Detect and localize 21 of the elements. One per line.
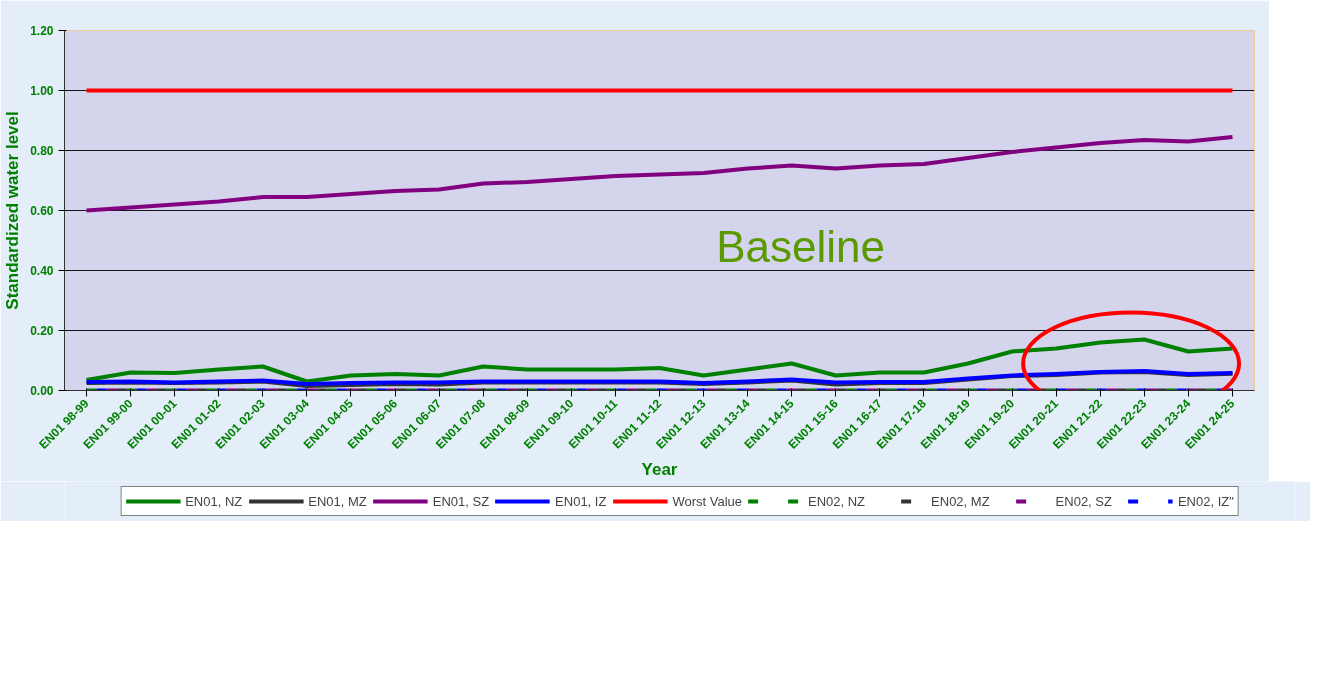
y-tick-label: 0.60 xyxy=(30,204,54,218)
y-tick-label: 1.00 xyxy=(30,84,54,98)
x-axis-title: Year xyxy=(641,459,678,479)
legend-label: EN02, IZ" xyxy=(1177,493,1234,509)
y-tick-label: 0.20 xyxy=(30,324,54,338)
y-tick-label: 0.80 xyxy=(30,144,54,158)
legend-label: Worst Value xyxy=(672,493,742,509)
legend-label: EN01, IZ xyxy=(555,493,607,509)
y-tick-label: 0.00 xyxy=(30,384,54,398)
legend-label: EN01, NZ xyxy=(185,493,243,509)
legend-label: EN01, SZ xyxy=(432,493,490,509)
line-series xyxy=(84,135,1235,213)
legend-label: EN01, MZ xyxy=(308,493,367,509)
legend-label: EN02, NZ xyxy=(807,493,866,509)
y-axis-title: Standardized water level xyxy=(3,111,23,310)
y-tick-label: 1.20 xyxy=(30,24,54,38)
legend-label: EN02, MZ xyxy=(931,493,990,509)
y-tick-label: 0.40 xyxy=(30,264,54,278)
legend-label: EN02, SZ xyxy=(1055,493,1112,509)
line-series xyxy=(84,337,1235,384)
annotation: Baseline xyxy=(716,222,885,271)
